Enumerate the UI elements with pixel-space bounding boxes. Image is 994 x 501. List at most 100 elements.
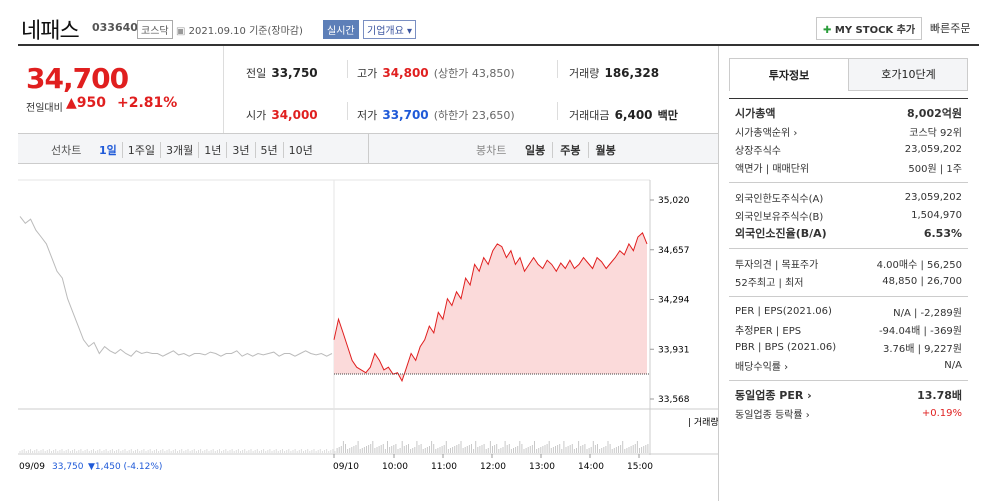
period-tab[interactable]: 5년 (254, 142, 283, 158)
add-mystock-button[interactable]: ✚ MY STOCK 추가 (816, 17, 923, 40)
period-tab[interactable]: 3개월 (160, 142, 198, 158)
x-tick-label: 11:00 (431, 462, 457, 472)
quick-order-link[interactable]: 빠른주문 (930, 22, 971, 35)
info-value: 23,059,202 (904, 143, 962, 155)
volume-label: 거래량 (569, 67, 600, 80)
date-basis-text: 2021.09.10 기준(장마감) (188, 26, 303, 37)
info-row: 동일업종 등락률 › +0.19% (735, 404, 962, 422)
info-row: 52주최고 | 최저 48,850 | 26,700 (735, 272, 962, 290)
low-price: 저가 33,700 (하한가 23,650) (357, 104, 515, 123)
info-group: 외국인한도주식수(A) 23,059,202 외국인보유주식수(B) 1,504,97… (729, 182, 968, 248)
company-overview-dropdown[interactable]: 기업개요 ▾ (363, 20, 416, 39)
info-row: 동일업종 PER › 13.78배 (735, 386, 962, 404)
info-row: 시가총액순위 › 코스닥 92위 (735, 122, 962, 140)
x-tick-label: 12:00 (480, 462, 506, 472)
prev-close: 전일 33,750 (246, 62, 318, 81)
info-row: 액면가 | 매매단위 500원 | 1주 (735, 158, 962, 176)
period-sep (368, 134, 369, 164)
prev-day-change: ▼1,450 (-4.12%) (88, 462, 162, 472)
high-value: 34,800 (382, 66, 429, 80)
up-triangle-icon: ▲ (66, 95, 77, 111)
period-tab[interactable]: 1년 (198, 142, 226, 158)
high-price: 고가 34,800 (상한가 43,850) (357, 62, 515, 81)
candle-tab[interactable]: 주봉 (552, 142, 587, 158)
info-group: 투자의견 | 목표주가 4.00매수 | 56,250 52주최고 | 최저 48,8… (729, 248, 968, 296)
info-label: 외국인한도주식수(A) (735, 193, 824, 205)
date-basis: ▣ 2021.09.10 기준(장마감) (176, 22, 303, 37)
realtime-badge[interactable]: 실시간 (323, 20, 359, 39)
change-rate: +2.81% (117, 95, 178, 111)
info-row: 투자의견 | 목표주가 4.00매수 | 56,250 (735, 254, 962, 272)
calendar-icon: ▣ (176, 26, 189, 37)
summary-divider (18, 133, 718, 134)
info-label: PER | EPS(2021.06) (735, 305, 832, 317)
tab-invest-info[interactable]: 투자정보 (729, 58, 849, 91)
summary-sep (347, 60, 348, 78)
open-value: 34,000 (271, 108, 318, 122)
info-row: 추정PER | EPS -94.04배 | -369원 (735, 320, 962, 338)
info-label: 투자의견 | 목표주가 (735, 259, 819, 271)
prev-day-price: 33,750 (52, 462, 84, 472)
change-label: 전일대비 (26, 103, 63, 114)
info-value: 500원 | 1주 (908, 163, 962, 175)
info-label: 외국인보유주식수(B) (735, 211, 824, 223)
x-tick-label: 10:00 (382, 462, 408, 472)
info-label: 추정PER | EPS (735, 325, 802, 337)
y-tick-label: 34,657 (658, 246, 690, 256)
y-tick-label: 35,020 (658, 196, 690, 206)
volume-legend: | 거래량 (688, 416, 718, 428)
prev-close-label: 전일 (246, 67, 267, 80)
info-label: 배당수익률 › (735, 361, 789, 373)
period-tab[interactable]: 1일 (99, 144, 117, 157)
candle-tabs: 일봉 주봉 월봉 (518, 142, 623, 158)
info-group: 동일업종 PER › 13.78배 동일업종 등락률 › +0.19% (729, 380, 968, 428)
info-value: 48,850 | 26,700 (882, 275, 962, 287)
change-value: 950 (76, 95, 107, 111)
y-tick-label: 33,931 (658, 345, 690, 355)
trade-amount-unit: 백만 (657, 109, 678, 122)
info-value: 13.78배 (917, 389, 962, 402)
x-tick-label: 14:00 (578, 462, 604, 472)
low-label: 저가 (357, 109, 378, 122)
info-row: 외국인한도주식수(A) 23,059,202 (735, 188, 962, 206)
add-mystock-label: MY STOCK 추가 (834, 25, 916, 36)
volume: 거래량 186,328 (569, 62, 659, 81)
period-tab[interactable]: 10년 (282, 142, 318, 158)
candle-chart-label: 봉차트 (476, 144, 507, 157)
info-row: 외국인소진율(B/A) 6.53% (735, 224, 962, 242)
candle-tab[interactable]: 월봉 (587, 142, 623, 158)
series-today-area (334, 232, 647, 381)
info-value: 3.76배 | 9,227원 (882, 343, 962, 355)
prev-day-date: 09/09 (19, 462, 45, 472)
info-value: 코스닥 92위 (909, 127, 962, 139)
info-row: 배당수익률 › N/A (735, 356, 962, 374)
open-label: 시가 (246, 109, 267, 122)
series-today-line (333, 232, 648, 383)
volume-value: 186,328 (604, 66, 660, 80)
info-row: PER | EPS(2021.06) N/A | -2,289원 (735, 302, 962, 320)
open-price: 시가 34,000 (246, 104, 318, 123)
line-chart-label: 선차트 (51, 144, 82, 157)
info-label: 시가총액 (735, 107, 776, 120)
info-label: 상장주식수 (735, 145, 781, 157)
x-tick-label: 13:00 (529, 462, 555, 472)
period-tabs: 1일 1주일 3개월 1년 3년 5년 10년 (94, 142, 318, 158)
period-tab[interactable]: 3년 (226, 142, 254, 158)
tab-orderbook[interactable]: 호가10단계 (881, 68, 936, 81)
sidebar-divider (718, 46, 719, 501)
period-tab[interactable]: 1주일 (121, 142, 160, 158)
candle-tab[interactable]: 일봉 (525, 144, 546, 157)
info-row: 외국인보유주식수(B) 1,504,970 (735, 206, 962, 224)
price-chart[interactable]: 35,020 34,657 34,294 33,931 33,568 | 거래량 09/10… (18, 165, 718, 501)
info-row: PBR | BPS (2021.06) 3.76배 | 9,227원 (735, 338, 962, 356)
info-label: 시가총액순위 › (735, 127, 798, 139)
info-value: -94.04배 | -369원 (878, 325, 962, 337)
y-tick-label: 34,294 (658, 296, 690, 306)
info-value: 8,002억원 (906, 107, 962, 120)
info-value: 23,059,202 (904, 191, 962, 203)
summary-sep (557, 60, 558, 78)
stock-code: 033640 (92, 21, 138, 34)
summary-sep (557, 102, 558, 120)
